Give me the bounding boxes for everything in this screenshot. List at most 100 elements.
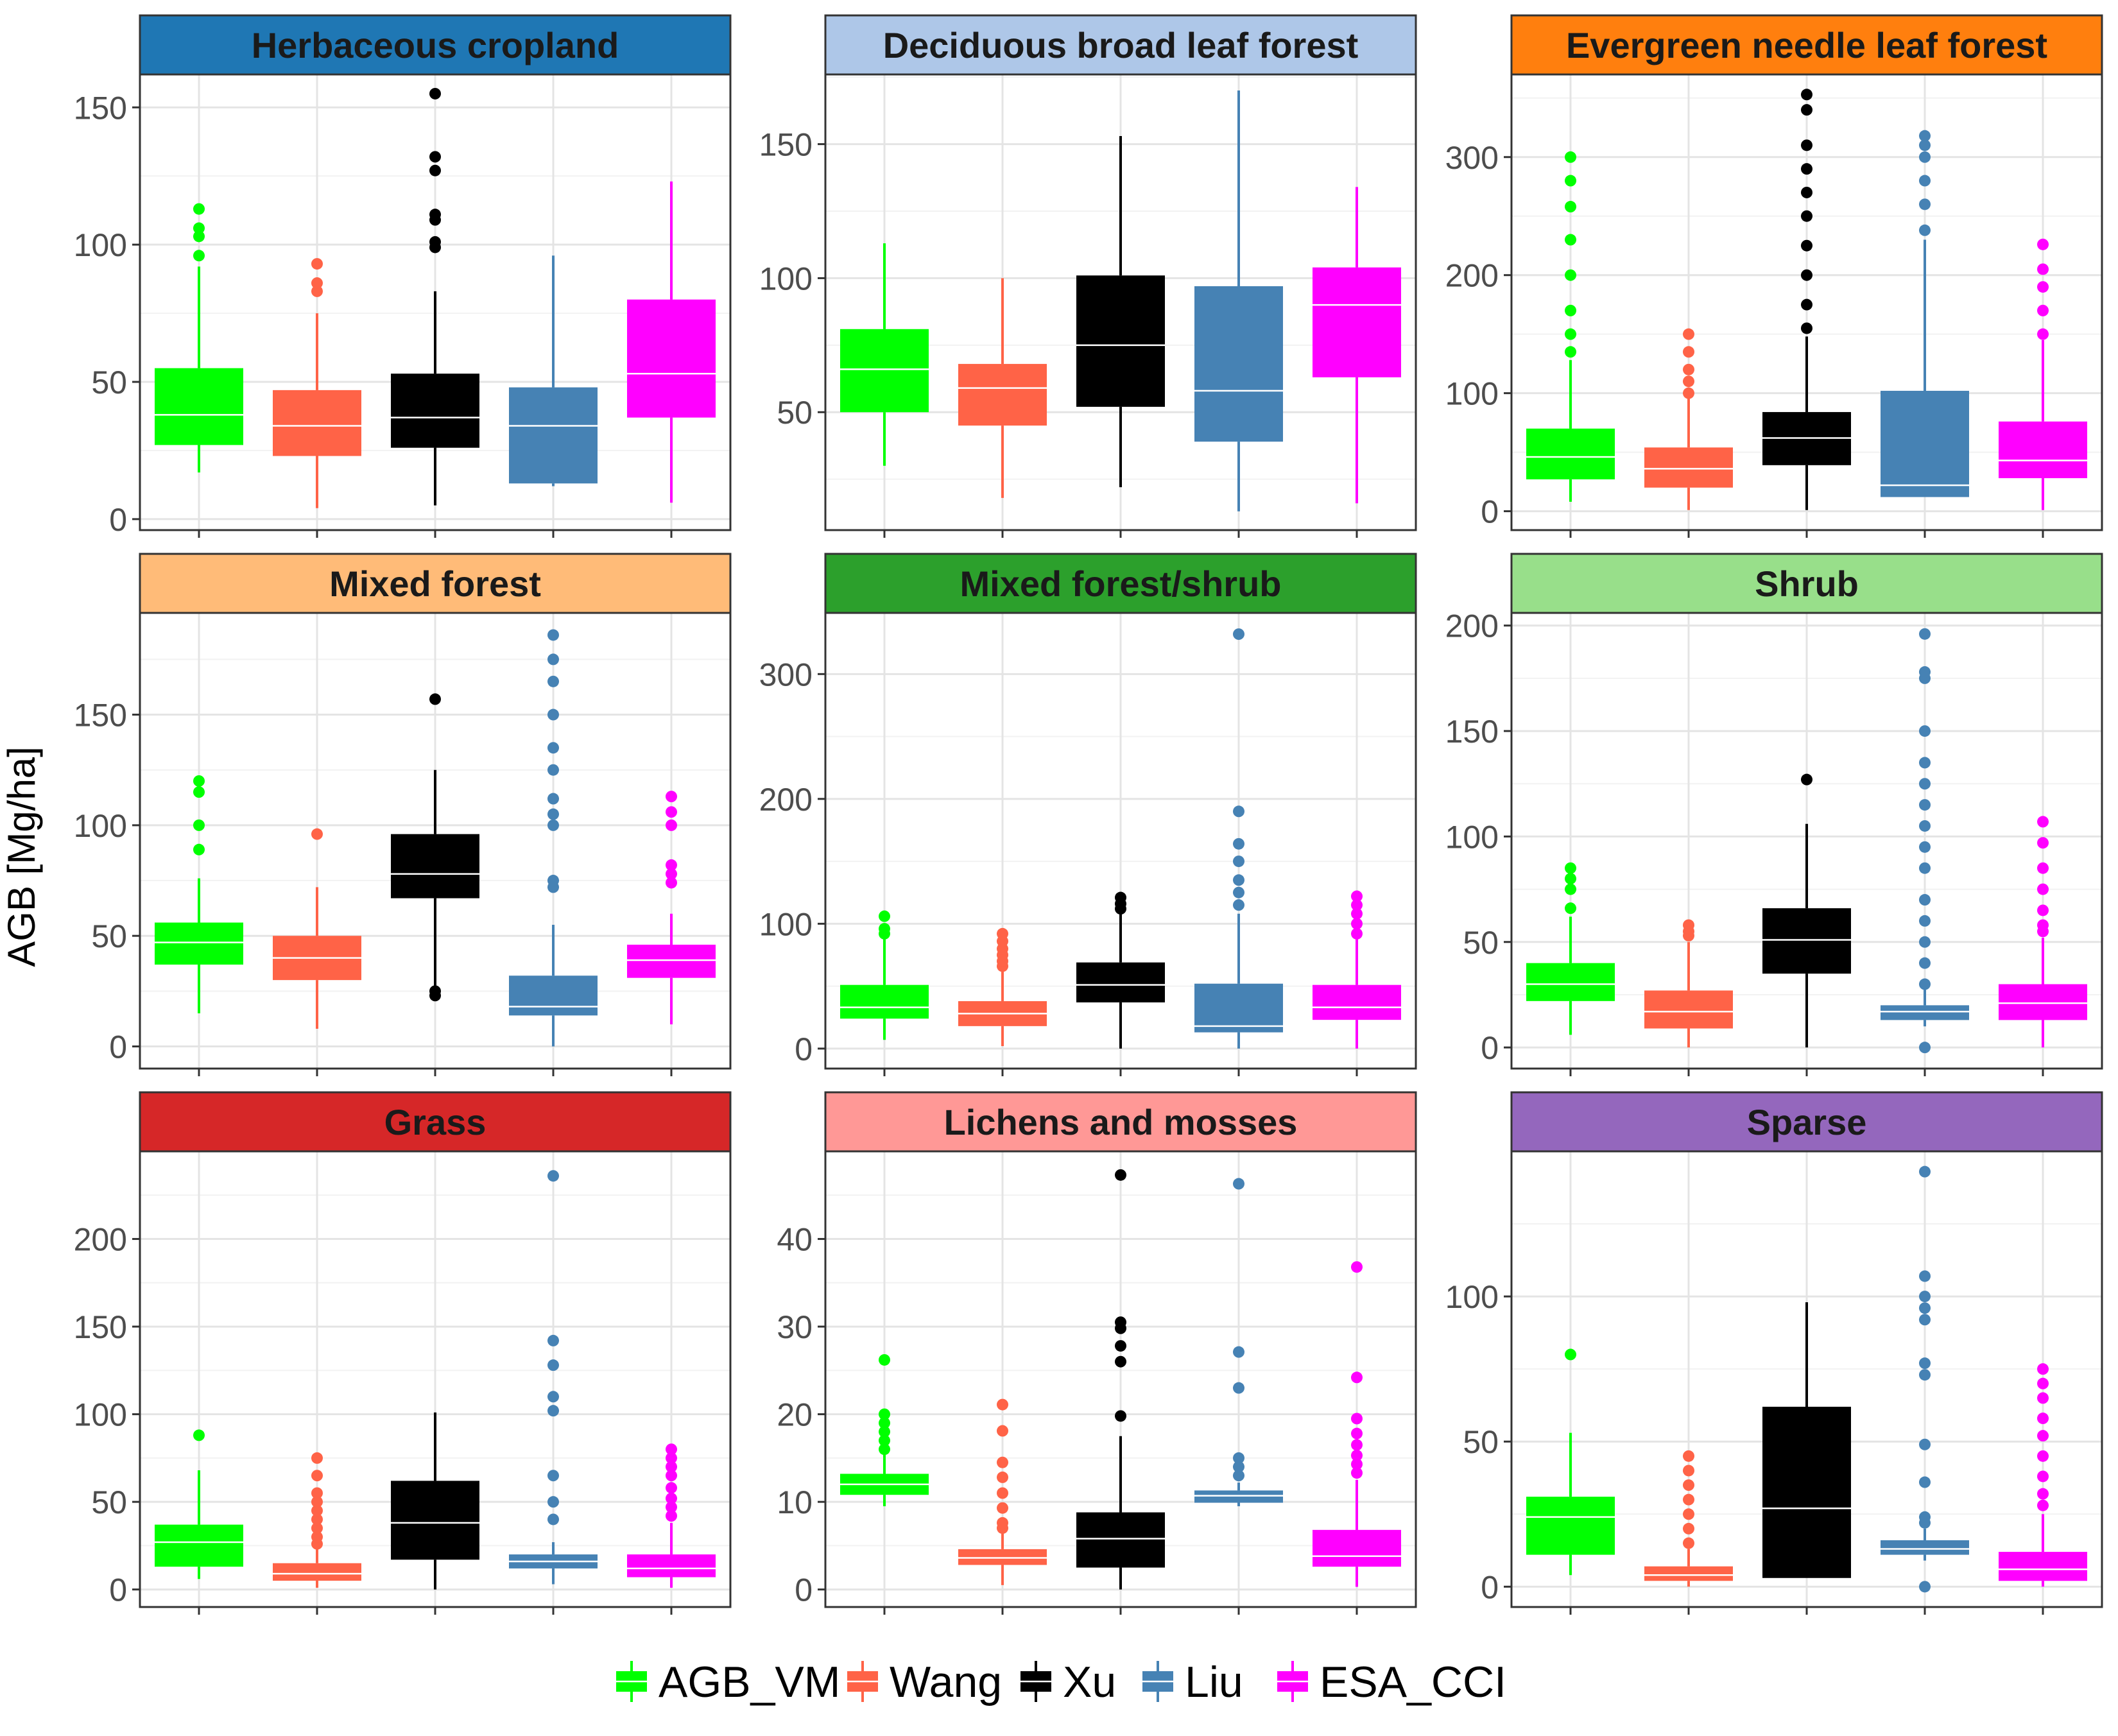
y-tick-label: 150 bbox=[74, 698, 127, 734]
outlier-point bbox=[547, 709, 559, 721]
box-AGB_VM bbox=[155, 1429, 243, 1579]
outlier-point bbox=[1351, 1439, 1363, 1451]
outlier-point bbox=[666, 1492, 677, 1504]
outlier-point bbox=[666, 819, 677, 831]
box-iqr bbox=[155, 368, 243, 445]
outlier-point bbox=[1233, 1382, 1244, 1394]
outlier-point bbox=[547, 793, 559, 805]
box-ESA_CCI bbox=[1313, 890, 1401, 1049]
legend-item: Xu bbox=[1020, 1658, 1116, 1706]
box-Liu bbox=[1881, 1165, 1969, 1593]
box-iqr bbox=[627, 944, 716, 978]
outlier-point bbox=[2037, 883, 2049, 895]
box-iqr bbox=[391, 1481, 479, 1560]
outlier-point bbox=[193, 819, 205, 831]
y-tick-label: 10 bbox=[777, 1484, 813, 1520]
outlier-point bbox=[311, 1522, 323, 1534]
outlier-point bbox=[1919, 1165, 1931, 1178]
outlier-point bbox=[666, 1482, 677, 1494]
box-Liu bbox=[1194, 90, 1283, 511]
box-ESA_CCI bbox=[1313, 1261, 1401, 1587]
box-Wang bbox=[1644, 919, 1733, 1048]
outlier-point bbox=[1801, 186, 1812, 198]
box-iqr bbox=[1194, 1490, 1283, 1503]
outlier-point bbox=[429, 87, 441, 99]
outlier-point bbox=[666, 1470, 677, 1482]
outlier-point bbox=[1351, 1413, 1363, 1425]
outlier-point bbox=[547, 1391, 559, 1403]
box-iqr bbox=[840, 984, 929, 1019]
panel-strip bbox=[139, 1091, 732, 1153]
outlier-point bbox=[2037, 919, 2049, 931]
outlier-point bbox=[547, 1513, 559, 1525]
outlier-point bbox=[666, 1510, 677, 1522]
y-tick-label: 50 bbox=[91, 1484, 127, 1520]
outlier-point bbox=[997, 1487, 1008, 1499]
outlier-point bbox=[311, 1452, 323, 1464]
box-Liu bbox=[509, 629, 598, 1047]
outlier-point bbox=[1351, 1371, 1363, 1384]
panel-strip bbox=[824, 553, 1417, 614]
box-AGB_VM bbox=[155, 775, 243, 1013]
outlier-point bbox=[1565, 1348, 1576, 1361]
outlier-point bbox=[547, 1359, 559, 1371]
outlier-point bbox=[2037, 1363, 2049, 1375]
outlier-point bbox=[879, 1443, 890, 1456]
box-Wang bbox=[958, 1398, 1047, 1585]
box-iqr bbox=[1526, 963, 1615, 1001]
legend-label: Liu bbox=[1185, 1658, 1243, 1706]
outlier-point bbox=[547, 1405, 559, 1417]
outlier-point bbox=[1919, 628, 1931, 640]
box-Xu bbox=[1762, 89, 1851, 510]
outlier-point bbox=[1115, 1340, 1126, 1352]
legend-label: ESA_CCI bbox=[1320, 1658, 1506, 1706]
box-iqr bbox=[391, 374, 479, 448]
panel: Deciduous broad leaf forest 50 100 150 bbox=[759, 14, 1417, 538]
outlier-point bbox=[1115, 1316, 1126, 1328]
outlier-point bbox=[1919, 1369, 1931, 1381]
outlier-point bbox=[2037, 304, 2049, 316]
outlier-point bbox=[311, 285, 323, 297]
legend-item: Wang bbox=[847, 1658, 1002, 1706]
outlier-point bbox=[1919, 1476, 1931, 1488]
outlier-point bbox=[1919, 841, 1931, 853]
box-iqr bbox=[155, 922, 243, 965]
panel: Herbaceous cropland 0 50 100 150 bbox=[74, 14, 732, 538]
outlier-point bbox=[193, 843, 205, 855]
outlier-point bbox=[1801, 322, 1812, 334]
outlier-point bbox=[2037, 1470, 2049, 1482]
outlier-point bbox=[1919, 151, 1931, 163]
box-iqr bbox=[1313, 267, 1401, 377]
outlier-point bbox=[2037, 1450, 2049, 1462]
panel-title: Deciduous broad leaf forest bbox=[883, 25, 1359, 65]
box-ESA_CCI bbox=[1999, 1363, 2087, 1587]
outlier-point bbox=[1919, 130, 1931, 142]
outlier-point bbox=[1919, 820, 1931, 832]
y-tick-label: 100 bbox=[759, 261, 813, 296]
outlier-point bbox=[1919, 957, 1931, 969]
outlier-point bbox=[1919, 1581, 1931, 1593]
box-Wang bbox=[273, 1452, 361, 1588]
y-tick-label: 150 bbox=[1445, 714, 1499, 750]
box-iqr bbox=[1881, 1005, 1969, 1020]
y-tick-label: 200 bbox=[759, 782, 813, 818]
outlier-point bbox=[1565, 151, 1576, 163]
outlier-point bbox=[997, 1425, 1008, 1437]
outlier-point bbox=[1919, 1042, 1931, 1054]
outlier-point bbox=[2037, 1499, 2049, 1511]
outlier-point bbox=[1351, 907, 1363, 920]
outlier-point bbox=[1919, 862, 1931, 874]
box-iqr bbox=[1644, 447, 1733, 488]
panel-border bbox=[824, 73, 1417, 531]
box-iqr bbox=[1313, 1529, 1401, 1567]
box-iqr bbox=[1644, 990, 1733, 1029]
outlier-point bbox=[2037, 904, 2049, 916]
outlier-point bbox=[1801, 298, 1812, 311]
outlier-point bbox=[1919, 198, 1931, 211]
outlier-point bbox=[1801, 239, 1812, 252]
box-Liu bbox=[1194, 1178, 1283, 1506]
y-tick-label: 300 bbox=[1445, 140, 1499, 176]
outlier-point bbox=[1351, 1449, 1363, 1461]
box-iqr bbox=[1881, 390, 1969, 497]
outlier-point bbox=[997, 1456, 1008, 1468]
